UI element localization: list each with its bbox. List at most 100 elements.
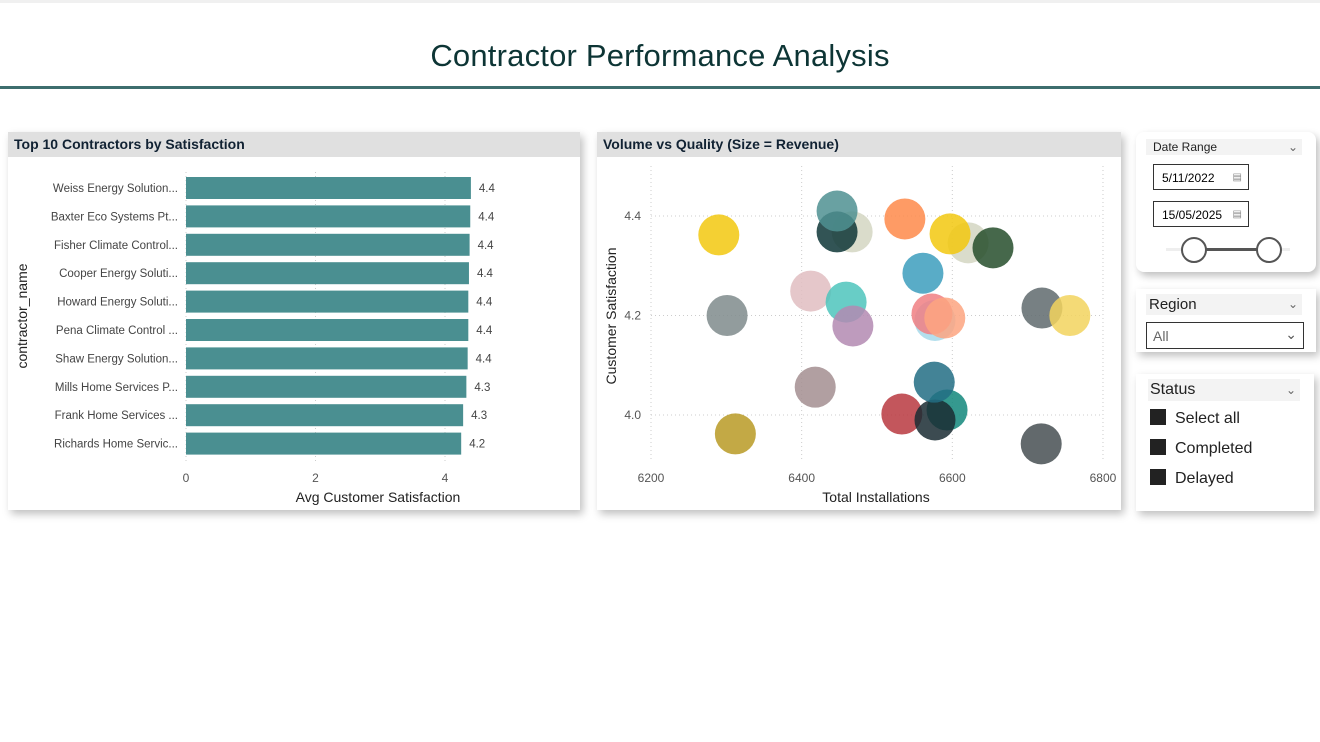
bar xyxy=(186,233,470,256)
bar-chart-panel: Top 10 Contractors by Satisfaction 0 2 4 We… xyxy=(8,132,580,510)
scatter-point xyxy=(913,361,955,403)
date-range-header[interactable]: Date Range ⌄ xyxy=(1146,139,1302,155)
scatter-point xyxy=(902,252,944,294)
scatter-point xyxy=(698,214,740,256)
bar xyxy=(186,177,471,199)
status-option-delayed[interactable]: Delayed xyxy=(1150,469,1234,488)
data-label: 4.3 xyxy=(471,410,487,422)
x-axis-title: Avg Customer Satisfaction xyxy=(296,489,461,505)
data-label: 4.4 xyxy=(478,211,495,223)
date-range-label: Date Range xyxy=(1153,140,1218,154)
scatter-point xyxy=(881,393,923,435)
status-label: Status xyxy=(1150,381,1196,398)
start-date-value: 5/11/2022 xyxy=(1162,171,1215,185)
scatter-point xyxy=(972,227,1014,269)
bar xyxy=(186,262,469,285)
checkbox[interactable] xyxy=(1150,439,1166,455)
bar xyxy=(186,432,462,455)
option-label: Delayed xyxy=(1175,470,1234,487)
scatter-point xyxy=(929,213,971,255)
page-title: Contractor Performance Analysis xyxy=(430,38,890,73)
status-header[interactable]: Status ⌄ xyxy=(1148,379,1300,401)
chevron-down-icon[interactable]: ⌄ xyxy=(1287,297,1298,311)
bar-chart: 0 2 4 Weiss Energy Solution... 4.4 Baxter Eco… xyxy=(14,172,496,505)
scatter-point xyxy=(790,270,832,312)
category-label: Fisher Climate Control... xyxy=(54,240,178,252)
status-option-completed[interactable]: Completed xyxy=(1150,439,1252,458)
scatter-chart-title: Volume vs Quality (Size = Revenue) xyxy=(597,132,1121,157)
data-label: 4.3 xyxy=(474,382,490,394)
category-label: Richards Home Servic... xyxy=(54,439,178,451)
y-axis-title: contractor_name xyxy=(14,263,30,368)
data-label: 4.2 xyxy=(469,439,485,451)
title-divider xyxy=(0,86,1320,89)
y-tick-label: 4.4 xyxy=(624,209,641,223)
scatter-point xyxy=(794,366,836,408)
scatter-point xyxy=(884,198,926,240)
region-slicer: Region ⌄ All ⌄ xyxy=(1136,289,1316,352)
x-tick-label: 6400 xyxy=(788,471,815,485)
data-label: 4.4 xyxy=(476,325,493,337)
checkbox[interactable] xyxy=(1150,409,1166,425)
chevron-down-icon[interactable]: ⌄ xyxy=(1285,383,1296,397)
bar xyxy=(186,375,467,398)
y-tick-label: 4.2 xyxy=(624,309,641,323)
data-label: 4.4 xyxy=(478,240,495,252)
chevron-down-icon[interactable]: ⌄ xyxy=(1287,140,1298,154)
category-label: Mills Home Services P... xyxy=(55,382,178,394)
y-axis-title: Customer Satisfaction xyxy=(603,248,619,385)
data-label: 4.4 xyxy=(477,268,494,280)
category-label: Baxter Eco Systems Pt... xyxy=(51,211,178,223)
date-range-slicer: Date Range ⌄ 5/11/2022 ▤ 15/05/2025 ▤ xyxy=(1136,132,1316,272)
data-label: 4.4 xyxy=(479,183,496,195)
bar xyxy=(186,319,469,341)
x-tick-label: 6600 xyxy=(939,471,966,485)
scatter-chart: 6200 6400 6600 6800 4.0 4.2 4.4 Total Installat… xyxy=(603,166,1117,505)
scatter-point xyxy=(914,399,956,441)
chevron-down-icon[interactable]: ⌄ xyxy=(1285,326,1297,342)
x-axis-title: Total Installations xyxy=(822,489,929,505)
top-border xyxy=(0,0,1320,3)
scatter-point xyxy=(714,413,756,455)
bar-chart-title: Top 10 Contractors by Satisfaction xyxy=(8,132,580,157)
x-tick-label: 4 xyxy=(442,471,449,485)
checkbox[interactable] xyxy=(1150,469,1166,485)
scatter-point xyxy=(924,297,966,339)
data-label: 4.4 xyxy=(476,297,493,309)
category-label: Cooper Energy Soluti... xyxy=(59,268,178,280)
scatter-chart-panel: Volume vs Quality (Size = Revenue) 6200 6… xyxy=(597,132,1121,510)
scatter-point xyxy=(706,295,748,336)
end-date-input[interactable]: 15/05/2025 ▤ xyxy=(1153,201,1249,227)
y-tick-label: 4.0 xyxy=(624,408,641,422)
region-label: Region xyxy=(1149,296,1197,313)
scatter-point xyxy=(1049,295,1091,336)
bar xyxy=(186,404,464,427)
region-value: All xyxy=(1153,328,1169,344)
x-tick-label: 2 xyxy=(312,471,319,485)
option-label: Completed xyxy=(1175,440,1253,457)
option-label: Select all xyxy=(1175,410,1240,427)
bar xyxy=(186,290,469,313)
category-label: Shaw Energy Solution... xyxy=(55,353,178,365)
bar xyxy=(186,205,471,228)
category-label: Howard Energy Soluti... xyxy=(57,297,178,309)
bar xyxy=(186,347,468,370)
x-tick-label: 6200 xyxy=(638,471,665,485)
category-label: Pena Climate Control ... xyxy=(56,325,178,337)
status-option-select-all[interactable]: Select all xyxy=(1150,409,1240,428)
category-label: Frank Home Services ... xyxy=(55,410,178,422)
scatter-point xyxy=(1020,423,1062,465)
region-dropdown[interactable]: All ⌄ xyxy=(1146,322,1304,349)
end-date-value: 15/05/2025 xyxy=(1162,208,1223,222)
calendar-icon[interactable]: ▤ xyxy=(1232,172,1242,183)
region-header[interactable]: Region ⌄ xyxy=(1146,294,1302,315)
calendar-icon[interactable]: ▤ xyxy=(1232,209,1242,220)
slider-start-handle[interactable] xyxy=(1181,237,1207,263)
status-slicer: Status ⌄ Select all Completed Delayed xyxy=(1136,374,1314,511)
slider-end-handle[interactable] xyxy=(1256,237,1282,263)
x-tick-label: 0 xyxy=(183,471,190,485)
x-tick-label: 6800 xyxy=(1090,471,1117,485)
scatter-point xyxy=(832,305,874,347)
category-label: Weiss Energy Solution... xyxy=(53,183,178,195)
start-date-input[interactable]: 5/11/2022 ▤ xyxy=(1153,164,1249,190)
